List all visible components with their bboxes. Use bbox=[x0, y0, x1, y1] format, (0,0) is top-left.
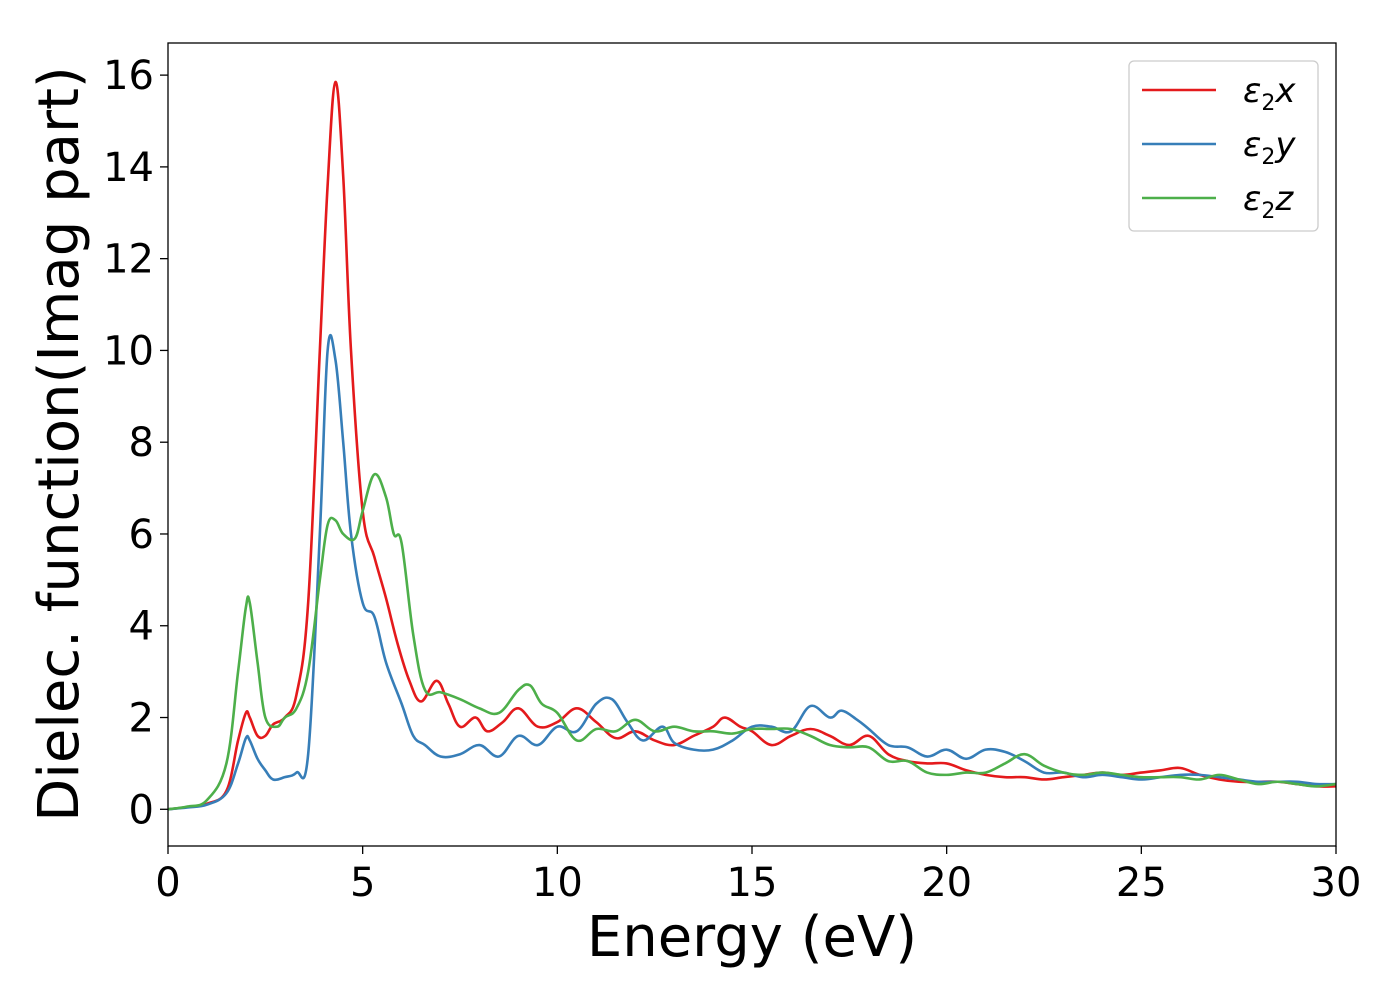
y-tick-label: 10 bbox=[103, 328, 154, 374]
x-tick-label: 25 bbox=[1116, 860, 1167, 906]
y-tick-label: 0 bbox=[129, 787, 154, 833]
y-tick-label: 16 bbox=[103, 53, 154, 99]
y-axis-title: Dielec. function(Imag part) bbox=[27, 66, 92, 822]
y-tick-label: 2 bbox=[129, 696, 154, 742]
x-tick-label: 20 bbox=[921, 860, 972, 906]
x-axis: 0 5 10 15 20 25 30 bbox=[155, 846, 1361, 906]
legend: ε2x ε2y ε2z bbox=[1128, 60, 1319, 232]
legend-label-3: ε2z bbox=[1243, 179, 1294, 224]
x-tick-label: 0 bbox=[155, 860, 180, 906]
series-line-2 bbox=[168, 333, 1336, 811]
y-tick-label: 8 bbox=[129, 420, 154, 466]
series-lines bbox=[168, 80, 1336, 811]
x-tick-label: 15 bbox=[727, 860, 778, 906]
y-axis: 0 2 4 6 8 10 12 14 16 bbox=[103, 53, 168, 833]
legend-label-2: ε2y bbox=[1243, 125, 1296, 170]
x-tick-label: 30 bbox=[1311, 860, 1362, 906]
x-tick-label: 10 bbox=[532, 860, 583, 906]
legend-label-1: ε2x bbox=[1243, 71, 1296, 116]
series-line-3 bbox=[168, 472, 1336, 811]
y-tick-label: 4 bbox=[129, 604, 154, 650]
y-tick-label: 6 bbox=[129, 512, 154, 558]
legend-frame bbox=[1128, 60, 1319, 232]
y-tick-label: 14 bbox=[103, 145, 154, 191]
y-tick-label: 12 bbox=[103, 237, 154, 283]
x-axis-title: Energy (eV) bbox=[587, 905, 917, 970]
x-tick-label: 5 bbox=[350, 860, 375, 906]
